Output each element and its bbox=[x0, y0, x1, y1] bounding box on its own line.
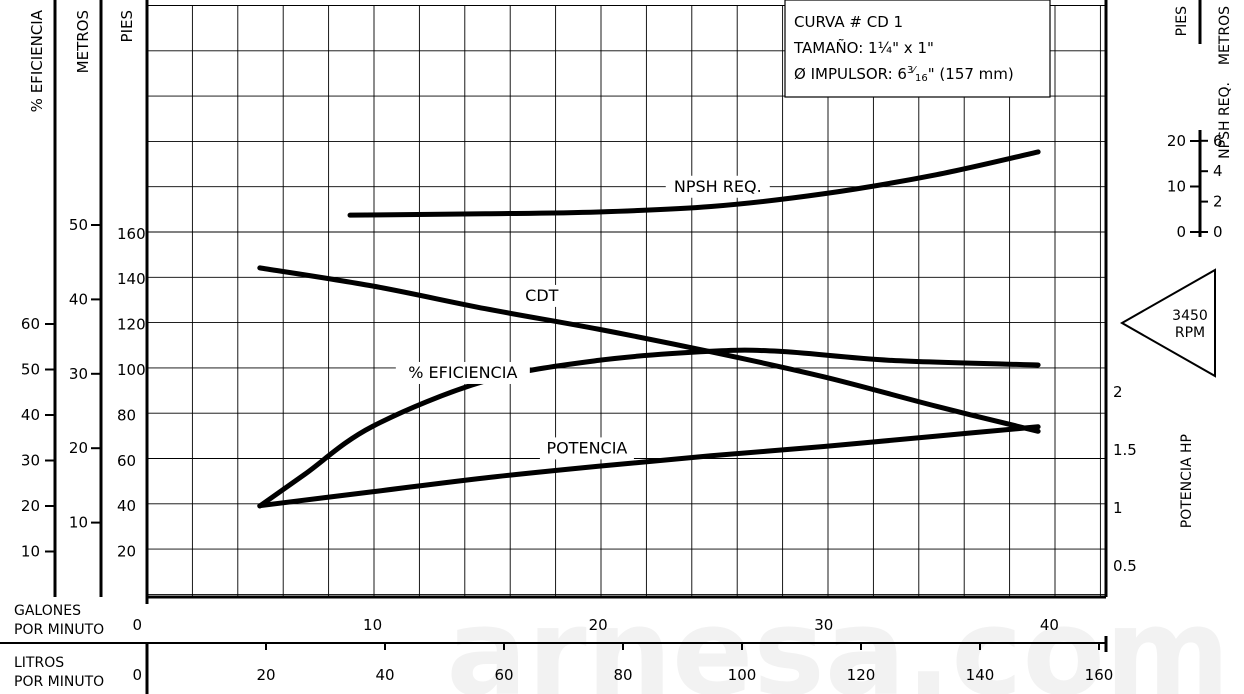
eficiencia-tick-label: 60 bbox=[21, 315, 40, 333]
lpm-tick-label: 40 bbox=[375, 666, 394, 684]
pies-tick-label: 80 bbox=[117, 406, 136, 424]
impeller-prefix: Ø IMPULSOR: 6 bbox=[794, 65, 907, 83]
curve-impeller-text: Ø IMPULSOR: 63⁄16" (157 mm) bbox=[794, 65, 1014, 84]
gpm-tick-label: 10 bbox=[363, 616, 382, 634]
potencia-tick-label: 1.5 bbox=[1113, 441, 1137, 459]
plot-frame bbox=[0, 0, 1202, 694]
metros-tick-label: 10 bbox=[69, 514, 88, 532]
curves: CDT % EFICIENCIA POTENCIA NPSH REQ. bbox=[257, 149, 1041, 509]
rpm-value: 3450 bbox=[1172, 308, 1208, 324]
eficiencia-axis-label: % EFICIENCIA bbox=[28, 9, 46, 112]
gpm-tick-label: 0 bbox=[132, 616, 142, 634]
gpm-tick-label: 30 bbox=[814, 616, 833, 634]
eficiencia-tick-label: 10 bbox=[21, 543, 40, 561]
impeller-frac-sep: ⁄ bbox=[911, 65, 917, 76]
impeller-frac-num: 3 bbox=[907, 65, 913, 76]
npsh-series-label-bg bbox=[665, 175, 770, 198]
pies-tick-label: 160 bbox=[117, 225, 146, 243]
eficiencia-series-label: % EFICIENCIA bbox=[408, 363, 517, 382]
cdt-curve bbox=[257, 265, 1041, 434]
tick-group: 1020304050601020304050204060801001201401… bbox=[21, 132, 1223, 684]
eficiencia-tick-label: 20 bbox=[21, 497, 40, 515]
pies-tick-label: 120 bbox=[117, 316, 146, 334]
pies-axis-label: PIES bbox=[118, 10, 136, 42]
gpm-axis-label-1: GALONES bbox=[14, 603, 81, 619]
pies-tick-label: 20 bbox=[117, 543, 136, 561]
npsh-req-curve bbox=[347, 149, 1041, 218]
npsh-metros-tick-label: 2 bbox=[1213, 193, 1223, 211]
npsh-metros-tick-label: 4 bbox=[1213, 162, 1223, 180]
lpm-tick-label: 140 bbox=[966, 666, 995, 684]
metros-tick-label: 40 bbox=[69, 290, 88, 308]
gpm-tick-label: 40 bbox=[1040, 616, 1059, 634]
npsh-pies-axis-label: PIES bbox=[1174, 6, 1190, 36]
impeller-suffix: " (157 mm) bbox=[928, 65, 1014, 83]
lpm-tick-label: 0 bbox=[132, 666, 142, 684]
pies-tick-label: 140 bbox=[117, 270, 146, 288]
potencia-curve bbox=[257, 424, 1041, 509]
npsh-pies-tick-label: 20 bbox=[1167, 132, 1186, 150]
lpm-tick-label: 160 bbox=[1085, 666, 1114, 684]
npsh-metros-tick-label: 6 bbox=[1213, 132, 1223, 150]
npsh-metros-axis-label: METROS bbox=[1217, 6, 1233, 65]
cdt-series-label: CDT bbox=[525, 286, 558, 305]
npsh-metros-tick-label: 0 bbox=[1213, 223, 1223, 241]
potencia-tick-label: 1 bbox=[1113, 499, 1123, 517]
curve-number-text: CURVA # CD 1 bbox=[794, 13, 903, 31]
npsh-pies-tick-label: 0 bbox=[1176, 223, 1186, 241]
metros-tick-label: 50 bbox=[69, 216, 88, 234]
curve-info-box bbox=[784, 0, 1051, 98]
pies-tick-label: 100 bbox=[117, 361, 146, 379]
metros-tick-label: 30 bbox=[69, 365, 88, 383]
potencia-tick-label: 2 bbox=[1113, 383, 1123, 401]
npsh-series-label: NPSH REQ. bbox=[674, 177, 762, 196]
potencia-tick-label: 0.5 bbox=[1113, 557, 1137, 575]
lpm-axis-label-1: LITROS bbox=[14, 655, 64, 671]
watermark-text: arnesa.com bbox=[446, 584, 1230, 694]
eficiencia-series-label-bg bbox=[395, 361, 530, 384]
metros-axis-label: METROS bbox=[74, 10, 92, 73]
lpm-tick-label: 120 bbox=[847, 666, 876, 684]
lpm-tick-label: 100 bbox=[728, 666, 757, 684]
npsh-axis-label: NPSH REQ. bbox=[1217, 82, 1233, 159]
lpm-tick-label: 20 bbox=[256, 666, 275, 684]
curve-size-text: TAMAÑO: 1¼" x 1" bbox=[793, 38, 934, 57]
gpm-axis-label-2: POR MINUTO bbox=[14, 622, 104, 638]
eficiencia-curve bbox=[257, 347, 1041, 509]
lpm-tick-label: 80 bbox=[613, 666, 632, 684]
rpm-unit: RPM bbox=[1175, 325, 1205, 341]
potencia-axis-label: POTENCIA HP bbox=[1179, 434, 1195, 528]
eficiencia-tick-label: 50 bbox=[21, 361, 40, 379]
eficiencia-tick-label: 30 bbox=[21, 452, 40, 470]
rpm-triangle bbox=[1119, 268, 1216, 378]
pies-tick-label: 40 bbox=[117, 497, 136, 515]
cdt-series-label-bg bbox=[519, 284, 564, 307]
npsh-pies-tick-label: 10 bbox=[1167, 178, 1186, 196]
gpm-tick-label: 20 bbox=[589, 616, 608, 634]
eficiencia-tick-label: 40 bbox=[21, 406, 40, 424]
lpm-axis-label-2: POR MINUTO bbox=[14, 674, 104, 690]
potencia-series-label: POTENCIA bbox=[546, 438, 627, 457]
metros-tick-label: 20 bbox=[69, 439, 88, 457]
lpm-tick-label: 60 bbox=[494, 666, 513, 684]
pies-tick-label: 60 bbox=[117, 452, 136, 470]
potencia-series-label-bg bbox=[539, 437, 634, 460]
impeller-frac-den: 16 bbox=[915, 73, 928, 84]
